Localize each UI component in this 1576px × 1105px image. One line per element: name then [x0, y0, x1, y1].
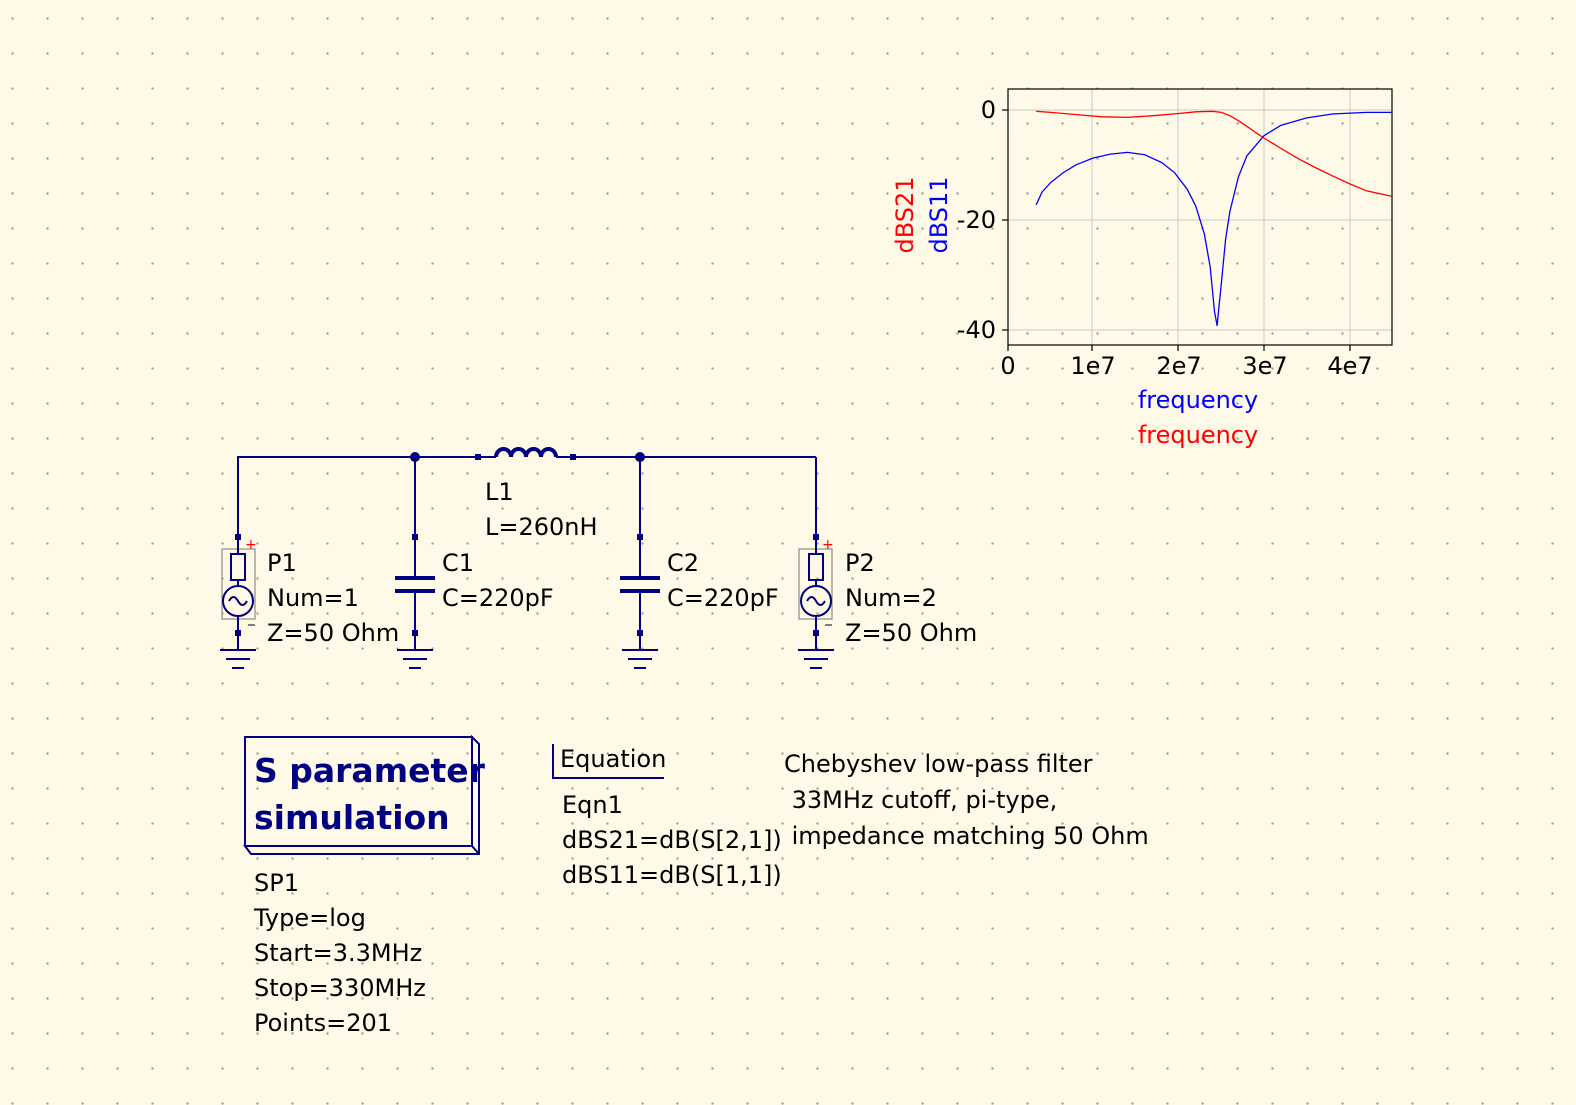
chart-gridlines: [1008, 89, 1392, 345]
wire-junction: [635, 452, 645, 462]
inductor-l1[interactable]: [475, 447, 576, 460]
svg-text:+: +: [245, 537, 257, 553]
series-line-dbs11[interactable]: [1035, 111, 1392, 327]
equation-line[interactable]: dBS11=dB(S[1,1]): [562, 861, 782, 889]
port-name-label: P2: [845, 549, 875, 577]
x-tick-label: 2e7: [1156, 352, 1201, 380]
sp-param-label[interactable]: Stop=330MHz: [254, 974, 426, 1002]
sp-simulation-title: S parameter: [254, 751, 486, 790]
inductor-value-label[interactable]: L=260nH: [485, 513, 598, 541]
sp-param-label[interactable]: Start=3.3MHz: [254, 939, 422, 967]
capacitor-value-label[interactable]: C=220pF: [442, 584, 554, 612]
circuit-wires[interactable]: [237, 456, 817, 537]
x-tick-label: 3e7: [1242, 352, 1287, 380]
note-text[interactable]: Chebyshev low-pass filter 33MHz cutoff, …: [784, 750, 1149, 850]
port-p1[interactable]: +: [221, 534, 257, 650]
svg-text:+: +: [822, 537, 834, 553]
equation-line: Eqn1: [562, 791, 623, 819]
y-tick-label: -40: [957, 316, 996, 344]
x-tick-label: 0: [1000, 352, 1015, 380]
capacitor-name-label: C2: [667, 549, 699, 577]
capacitor-name-label: C1: [442, 549, 474, 577]
sp-simulation-block[interactable]: S parameter simulation: [243, 734, 486, 855]
equation-title: Equation: [560, 745, 666, 773]
port-name-label: P1: [267, 549, 297, 577]
capacitor-c1[interactable]: [395, 534, 435, 650]
capacitor-value-label[interactable]: C=220pF: [667, 584, 779, 612]
x-axis-label-frequency-blue[interactable]: frequency: [1138, 386, 1258, 414]
s-parameter-chart[interactable]: 0 1e7 2e7 3e7 4e7 0 -20 -40 dBS21 dBS11 …: [891, 88, 1393, 449]
capacitor-c2[interactable]: [620, 534, 660, 650]
y-tick-label: 0: [981, 96, 996, 124]
y-tick-label: -20: [957, 206, 996, 234]
port-num-label[interactable]: Num=2: [845, 584, 937, 612]
sp-simulation-title: simulation: [254, 798, 450, 837]
sp-param-label[interactable]: Type=log: [253, 904, 366, 932]
chart-plot-frame: [1007, 88, 1393, 346]
port-impedance-label[interactable]: Z=50 Ohm: [845, 619, 977, 647]
ground-symbol: [220, 649, 256, 669]
y-axis-label-dbs21[interactable]: dBS21: [891, 176, 919, 253]
ground-symbol: [798, 649, 834, 669]
inductor-name-label: L1: [485, 478, 514, 506]
port-num-label[interactable]: Num=1: [267, 584, 359, 612]
equation-block[interactable]: Equation: [552, 744, 666, 779]
y-axis-label-dbs11[interactable]: dBS11: [925, 176, 953, 253]
note-line: Chebyshev low-pass filter: [784, 750, 1093, 778]
note-line: impedance matching 50 Ohm: [784, 822, 1149, 850]
chart-ticks: [1002, 109, 1351, 351]
chart-series-layer: [1035, 110, 1393, 327]
wire-junction: [410, 452, 420, 462]
x-tick-label: 4e7: [1327, 352, 1372, 380]
series-line-dbs21[interactable]: [1036, 110, 1393, 198]
port-p2[interactable]: +: [798, 534, 834, 650]
sp-param-label: SP1: [254, 869, 299, 897]
sp-param-label[interactable]: Points=201: [254, 1009, 392, 1037]
port-impedance-label[interactable]: Z=50 Ohm: [267, 619, 399, 647]
ground-symbol: [622, 649, 658, 669]
equation-line[interactable]: dBS21=dB(S[2,1]): [562, 826, 782, 854]
note-line: 33MHz cutoff, pi-type,: [784, 786, 1057, 814]
x-axis-label-frequency-red[interactable]: frequency: [1138, 421, 1258, 449]
ground-symbol: [397, 649, 433, 669]
x-tick-label: 1e7: [1070, 352, 1115, 380]
